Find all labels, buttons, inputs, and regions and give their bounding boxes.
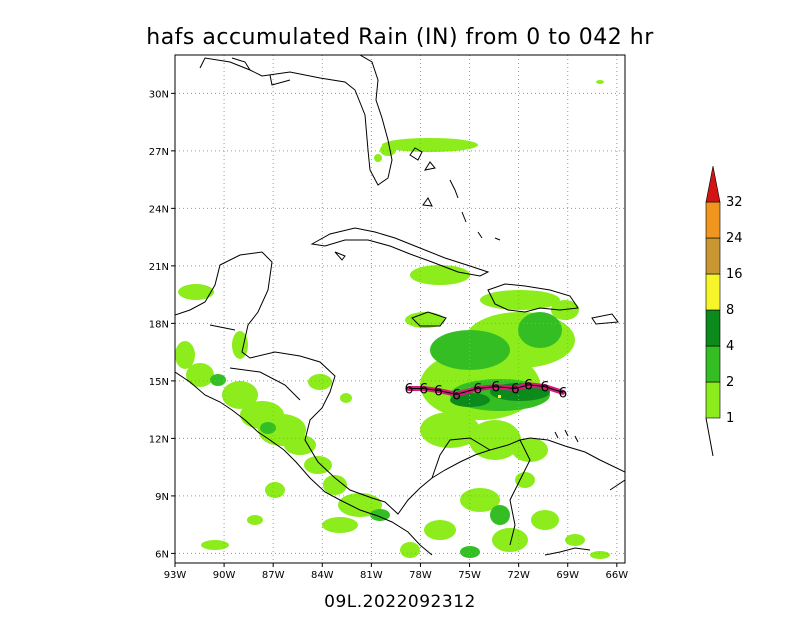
track-symbol: 6 <box>491 380 500 396</box>
colorbar-tail-edge <box>705 417 714 457</box>
lat-lon-grid <box>175 55 625 563</box>
rainfall-shading <box>175 80 610 559</box>
lon-tick-label: 90W <box>213 570 236 581</box>
colorbar-tick-label: 24 <box>726 231 743 246</box>
lon-tick-label: 78W <box>409 570 432 581</box>
lon-tick-label: 84W <box>311 570 334 581</box>
track-line <box>409 384 563 395</box>
colorbar-tick-label: 16 <box>726 267 743 282</box>
lat-tick-label: 18N <box>149 319 169 330</box>
lat-tick-label: 12N <box>149 434 169 445</box>
track-symbol: 6 <box>473 382 482 398</box>
run-id-label: 09L.2022092312 <box>324 592 476 612</box>
colorbar-lower-tail <box>706 418 720 456</box>
colorbar-bin <box>705 273 721 311</box>
colorbar-bin <box>705 201 721 239</box>
colorbar-bin <box>705 309 721 347</box>
track-symbol: 6 <box>511 382 520 398</box>
lat-tick-label: 24N <box>149 204 169 215</box>
coastlines <box>175 55 625 556</box>
lat-tick-label: 27N <box>149 147 169 158</box>
lat-tick-labels: 6N 9N 12N 15N 18N 21N 24N 27N 30N <box>149 89 175 560</box>
colorbar-tick-label: 32 <box>726 195 743 210</box>
lat-tick-label: 9N <box>155 492 169 503</box>
lon-tick-label: 87W <box>262 570 285 581</box>
colorbar-tick-label: 4 <box>726 339 734 354</box>
track-symbol: 6 <box>419 382 428 398</box>
colorbar-bin <box>705 237 721 275</box>
colorbar-bin <box>705 345 721 383</box>
track-symbol: 6 <box>540 380 549 396</box>
colorbar-bin <box>705 381 721 419</box>
colorbar-max-arrow <box>705 165 721 203</box>
track-symbol: 6 <box>434 383 443 399</box>
lat-tick-label: 15N <box>149 377 169 388</box>
lon-tick-labels: 93W 90W 87W 84W 81W 78W 75W 72W 69W 66W <box>164 563 629 581</box>
lon-tick-label: 69W <box>556 570 579 581</box>
lat-tick-label: 21N <box>149 262 169 273</box>
lon-tick-label: 93W <box>164 570 187 581</box>
lon-tick-label: 81W <box>360 570 383 581</box>
track-symbol: 6 <box>524 378 533 394</box>
track-symbol: 6 <box>405 382 414 398</box>
lat-tick-label: 6N <box>155 549 169 560</box>
lon-tick-label: 75W <box>458 570 481 581</box>
track-symbol: 6 <box>452 387 461 403</box>
lon-tick-label: 72W <box>507 570 530 581</box>
lat-tick-label: 30N <box>149 89 169 100</box>
colorbar-tick-label: 8 <box>726 303 734 318</box>
colorbar-tick-label: 2 <box>726 375 734 390</box>
lon-tick-label: 66W <box>606 570 629 581</box>
map-title: hafs accumulated Rain (IN) from 0 to 042… <box>146 25 654 50</box>
colorbar-tick-label: 1 <box>726 411 734 426</box>
track-symbol: 6 <box>558 385 567 401</box>
